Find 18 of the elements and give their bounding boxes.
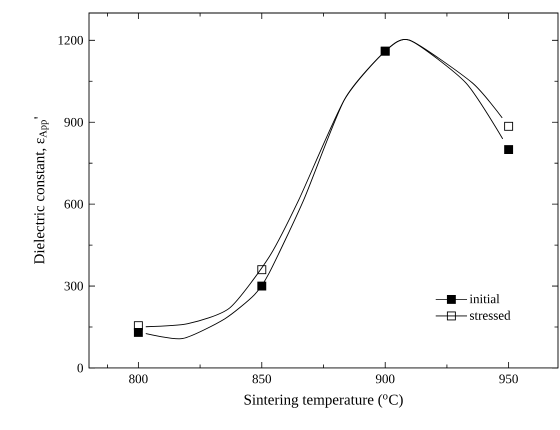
- x-tick-label: 950: [499, 374, 518, 384]
- y-tick-label: 300: [64, 282, 83, 290]
- point: [257, 282, 266, 291]
- legend-label: initial: [470, 294, 500, 304]
- y-axis-title: Dielectric constant, ε$_{App}$': [34, 117, 49, 264]
- x-tick-label: 900: [376, 374, 394, 384]
- y-tick-label: 0: [77, 364, 83, 372]
- x-tick-label: 850: [252, 374, 272, 384]
- x-tick-label: 800: [129, 374, 148, 384]
- y-tick-label: 600: [64, 200, 83, 209]
- point: [504, 145, 514, 154]
- point: [504, 122, 514, 131]
- point: [257, 265, 266, 274]
- point: [134, 321, 143, 330]
- y-tick-label: 900: [64, 118, 83, 127]
- y-tick-label: 1200: [58, 36, 83, 45]
- legend-label: stressed: [470, 310, 510, 320]
- x-axis-title: Sintering temperature ($^{o}$C): [244, 394, 403, 408]
